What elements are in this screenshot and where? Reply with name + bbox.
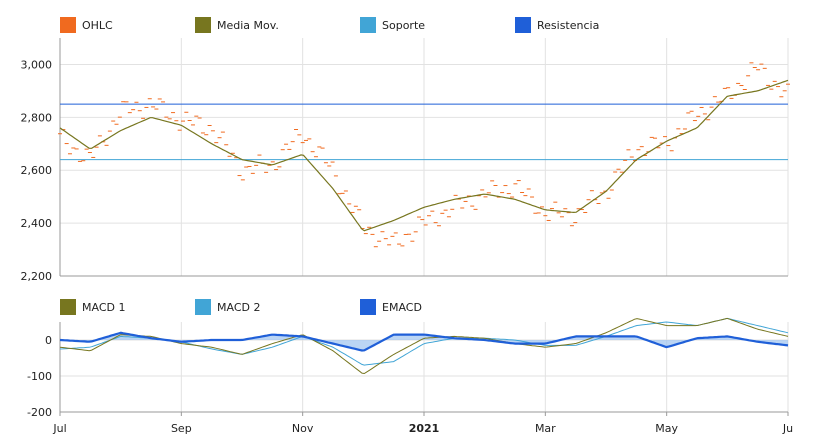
top-legend-label-2: Soporte (382, 19, 425, 32)
top-legend-label-3: Resistencia (537, 19, 599, 32)
bottom-legend-swatch-1 (195, 299, 211, 315)
x-tick-label-2: Nov (292, 422, 314, 435)
top-ytick-label: 2,200 (21, 270, 53, 283)
price-plot: 2,200 2,400 2,600 2,800 3,000 (21, 38, 790, 283)
top-legend-label-1: Media Mov. (217, 19, 279, 32)
bottom-ytick-label: -200 (27, 406, 52, 419)
emacd-line (59, 331, 789, 352)
top-legend-swatch-0 (60, 17, 76, 33)
top-legend-label-0: OHLC (82, 19, 113, 32)
macd1-line (59, 317, 789, 375)
bottom-legend-label-2: EMACD (382, 301, 422, 314)
top-ytick-label: 2,600 (21, 164, 53, 177)
top-ytick-label: 2,800 (21, 111, 53, 124)
bottom-ytick-label: 0 (45, 334, 52, 347)
x-tick-label-1: Sep (171, 422, 192, 435)
top-legend-swatch-3 (515, 17, 531, 33)
macd-plot: -200 -100 0 (27, 317, 789, 419)
x-axis: Jul Sep Nov 2021 Mar May Ju (52, 412, 793, 435)
top-legend: OHLC Media Mov. Soporte Resistencia (60, 17, 599, 33)
bottom-legend-label-0: MACD 1 (82, 301, 125, 314)
bottom-legend-label-1: MACD 2 (217, 301, 260, 314)
x-tick-label-0: Jul (52, 422, 66, 435)
bottom-legend: MACD 1 MACD 2 EMACD (60, 299, 422, 315)
bottom-ytick-label: -100 (27, 370, 52, 383)
bottom-legend-swatch-0 (60, 299, 76, 315)
moving-average-line (59, 79, 789, 232)
x-tick-label-5: May (655, 422, 678, 435)
top-legend-swatch-1 (195, 17, 211, 33)
x-tick-label-3: 2021 (409, 422, 440, 435)
top-legend-swatch-2 (360, 17, 376, 33)
bottom-legend-swatch-2 (360, 299, 376, 315)
top-ytick-label: 3,000 (21, 58, 53, 71)
top-ytick-label: 2,400 (21, 217, 53, 230)
x-tick-label-4: Mar (535, 422, 556, 435)
x-tick-label-6: Ju (782, 422, 793, 435)
